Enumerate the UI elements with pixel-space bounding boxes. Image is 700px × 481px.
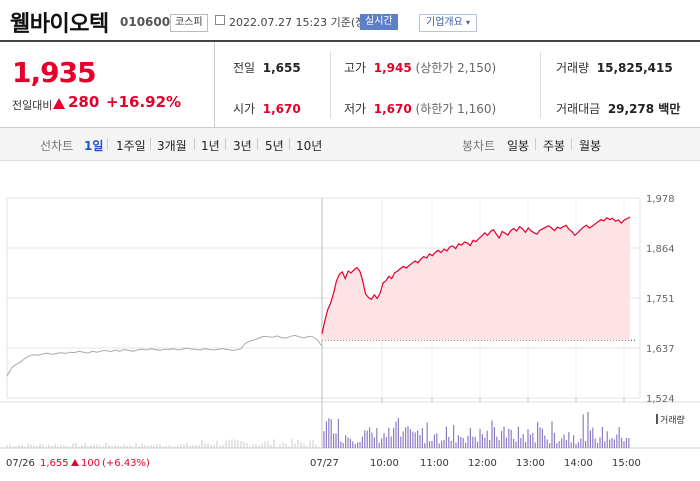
candle-monthly[interactable]: 월봉 — [579, 139, 602, 153]
up-arrow-icon — [71, 459, 79, 466]
stat-open: 시가 1,670 — [233, 100, 301, 117]
period-3m[interactable]: 3개월 — [157, 139, 187, 153]
prev-day-date: 07/26 — [6, 458, 35, 469]
prev-day-series — [6, 334, 323, 377]
stat-high-label: 고가 — [344, 61, 367, 75]
stat-amount-label: 거래대금 — [556, 102, 601, 116]
divider — [540, 52, 541, 118]
y-tick-label: 1,524 — [646, 394, 675, 405]
x-tick-label: 13:00 — [516, 458, 545, 469]
stock-name: 웰바이오텍 — [10, 12, 109, 37]
volume-bars — [6, 411, 630, 448]
line-chart-label: 선차트 — [40, 139, 74, 153]
volume-label: 거래량 — [660, 414, 685, 426]
change-label: 전일대비 — [12, 99, 53, 112]
stat-high-value: 1,945 — [373, 61, 412, 75]
divider — [107, 138, 108, 150]
y-tick-label: 1,637 — [646, 344, 675, 355]
divider — [535, 138, 536, 150]
period-5y[interactable]: 5년 — [265, 139, 284, 153]
chart-period-nav: 선차트 1일 1주일 3개월 1년 3년 5년 10년 봉차트 일봉 주봉 월봉 — [0, 128, 700, 161]
price-chart: 1,978 1,864 1,751 1,637 1,524 07/27 10:00 11:00… — [0, 194, 700, 469]
prev-day-change: 100 — [81, 458, 100, 469]
stat-prev-value: 1,655 — [262, 61, 301, 75]
stat-volume: 거래량 15,825,415 — [556, 59, 673, 76]
prev-day-change-pct: (+6.43%) — [102, 458, 150, 469]
divider — [257, 138, 258, 150]
divider — [194, 138, 195, 150]
stat-open-label: 시가 — [233, 102, 256, 116]
stat-low-sub: (하한가 1,160) — [415, 102, 497, 116]
market-badge: 코스피 — [170, 14, 208, 32]
period-10y[interactable]: 10년 — [296, 139, 323, 153]
divider — [289, 138, 290, 150]
realtime-button[interactable]: 실시간 — [360, 14, 398, 30]
divider — [330, 52, 331, 118]
divider — [225, 138, 226, 150]
today-series — [321, 216, 636, 341]
stat-high-sub: (상한가 2,150) — [415, 61, 497, 75]
candle-chart-label: 봉차트 — [462, 139, 496, 153]
current-price: 1,935 — [12, 56, 97, 89]
divider — [571, 138, 572, 150]
stat-low-value: 1,670 — [373, 102, 412, 116]
period-1y[interactable]: 1년 — [201, 139, 220, 153]
y-tick-label: 1,978 — [646, 194, 675, 205]
period-3y[interactable]: 3년 — [233, 139, 252, 153]
stat-open-value: 1,670 — [262, 102, 301, 116]
up-arrow-icon — [53, 98, 65, 109]
calendar-icon — [215, 15, 225, 25]
stat-low-label: 저가 — [344, 102, 367, 116]
stat-prev-label: 전일 — [233, 61, 256, 75]
period-1d[interactable]: 1일 — [84, 139, 104, 153]
chevron-down-icon: ▾ — [466, 18, 471, 27]
quote-datetime: 2022.07.27 15:23 기준(장중) — [229, 16, 380, 29]
stock-header: 웰바이오텍 010600 코스피 2022.07.27 15:23 기준(장중)… — [0, 0, 700, 42]
axis-labels: 1,978 1,864 1,751 1,637 1,524 07/27 10:00 11:00… — [6, 194, 685, 469]
stat-amount: 거래대금 29,278 백만 — [556, 100, 680, 117]
today-line — [321, 216, 631, 334]
stat-volume-value: 15,825,415 — [596, 61, 673, 75]
current-price-box: 1,935 전일대비 280 +16.92% — [0, 42, 215, 128]
x-tick-label: 11:00 — [420, 458, 449, 469]
stat-prev: 전일 1,655 — [233, 59, 301, 76]
stat-volume-label: 거래량 — [556, 61, 590, 75]
candle-weekly[interactable]: 주봉 — [543, 139, 566, 153]
volume-legend-icon — [656, 414, 658, 424]
candle-daily[interactable]: 일봉 — [507, 139, 530, 153]
prev-day-line — [6, 334, 323, 377]
corp-info-label: 기업개요 — [426, 17, 463, 28]
quote-panel: 1,935 전일대비 280 +16.92% 전일 1,655 시가 1,670… — [0, 42, 700, 128]
price-change-pct: +16.92% — [106, 93, 182, 111]
stat-low: 저가 1,670 (하한가 1,160) — [344, 100, 496, 117]
divider — [150, 138, 151, 150]
corp-info-dropdown[interactable]: 기업개요 ▾ — [419, 14, 478, 32]
x-tick-label: 10:00 — [370, 458, 399, 469]
stat-high: 고가 1,945 (상한가 2,150) — [344, 59, 496, 76]
price-change: 280 — [68, 93, 100, 111]
x-tick-label: 15:00 — [612, 458, 641, 469]
x-tick-label: 14:00 — [564, 458, 593, 469]
stock-code: 010600 — [120, 15, 171, 29]
today-area — [322, 216, 630, 341]
y-tick-label: 1,751 — [646, 294, 675, 305]
y-tick-label: 1,864 — [646, 244, 675, 255]
stat-amount-value: 29,278 백만 — [607, 102, 681, 116]
x-tick-label: 12:00 — [468, 458, 497, 469]
period-1w[interactable]: 1주일 — [116, 139, 146, 153]
prev-day-close: 1,655 — [40, 458, 69, 469]
x-tick-label: 07/27 — [310, 458, 339, 469]
